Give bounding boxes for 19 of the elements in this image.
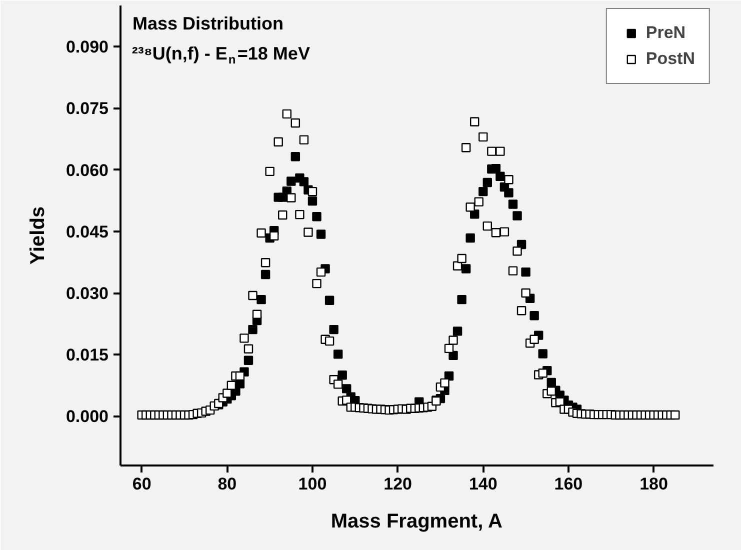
x-tick-label: 120 (384, 474, 412, 494)
x-axis-title: Mass Fragment, A (330, 510, 502, 532)
y-tick-label: 0.000 (66, 407, 109, 426)
x-tick-label: 80 (218, 474, 237, 494)
y-tick-label: 0.015 (66, 346, 109, 365)
y-tick-label: 0.045 (66, 222, 109, 242)
x-tick-label: 180 (640, 474, 668, 494)
x-tick-label: 160 (554, 474, 583, 494)
y-tick-label: 0.060 (66, 160, 109, 180)
y-tick-label: 0.030 (66, 284, 109, 303)
y-axis-title: Yields (26, 206, 49, 265)
legend-label: PreN (646, 23, 686, 43)
y-tick-label: 0.075 (66, 99, 109, 118)
x-tick-label: 100 (298, 474, 327, 494)
x-tick-label: 140 (468, 474, 498, 494)
x-tick-label: 60 (132, 474, 152, 494)
legend-label: PostN (646, 49, 695, 69)
text: Mass Distribution (132, 14, 284, 34)
y-tick-label: 0.090 (66, 38, 109, 57)
